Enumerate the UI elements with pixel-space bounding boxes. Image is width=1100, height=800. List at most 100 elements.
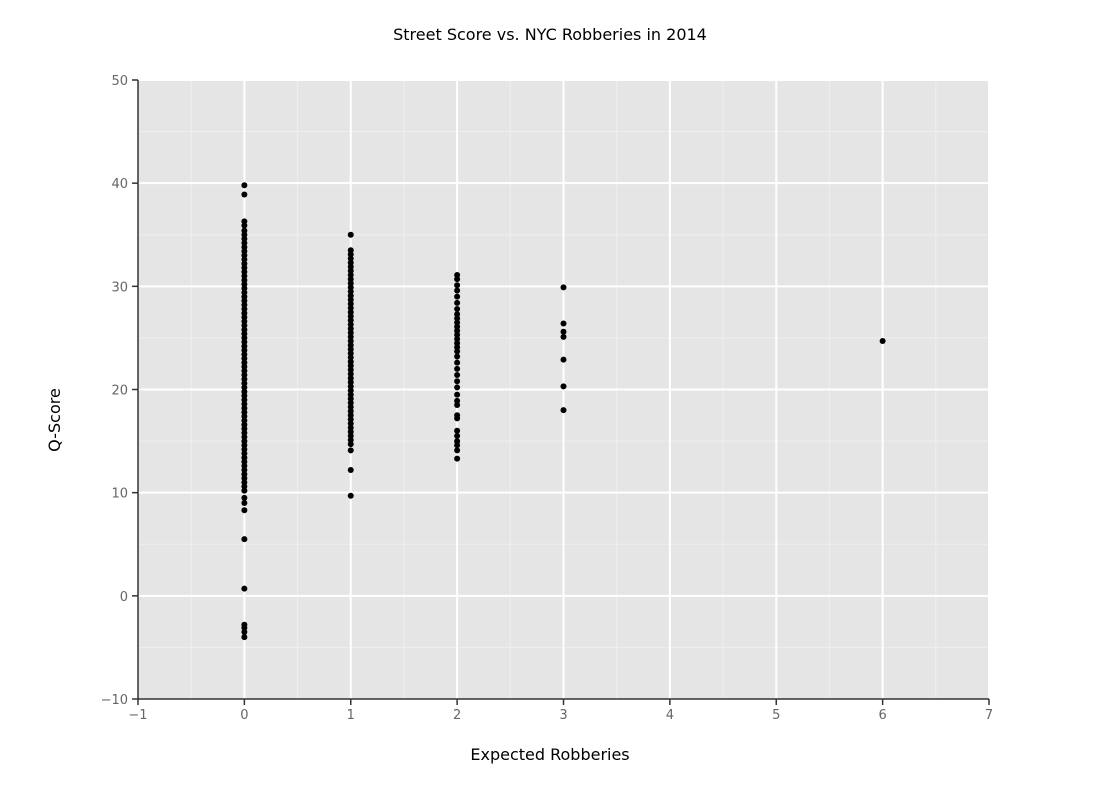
data-point xyxy=(454,442,461,449)
data-point xyxy=(347,362,354,369)
data-point xyxy=(347,492,354,499)
data-point xyxy=(241,355,248,362)
data-point xyxy=(454,306,461,313)
data-point xyxy=(241,380,248,387)
x-tick-label: 2 xyxy=(453,708,461,723)
data-point xyxy=(241,306,248,313)
data-point xyxy=(454,401,461,408)
data-point xyxy=(241,339,248,346)
data-point xyxy=(241,268,248,275)
data-point xyxy=(241,285,248,292)
data-point xyxy=(241,446,248,453)
data-point xyxy=(241,634,248,641)
data-point xyxy=(241,293,248,300)
data-point xyxy=(347,259,354,266)
x-tick-label: 7 xyxy=(985,708,993,723)
data-point xyxy=(560,284,567,291)
data-point xyxy=(454,378,461,385)
data-point xyxy=(347,424,354,431)
data-point xyxy=(241,334,248,341)
data-point xyxy=(347,395,354,402)
data-point xyxy=(347,437,354,444)
data-point xyxy=(241,454,248,461)
data-point xyxy=(241,425,248,432)
data-point xyxy=(347,255,354,262)
data-point xyxy=(241,624,248,631)
data-point xyxy=(347,267,354,274)
data-point xyxy=(241,318,248,325)
data-point xyxy=(347,263,354,270)
data-point xyxy=(241,494,248,501)
y-axis-ticks: −10 0 10 20 30 40 50 xyxy=(101,74,138,708)
data-point xyxy=(241,487,248,494)
data-point xyxy=(347,304,354,311)
y-tick-label: −10 xyxy=(101,693,128,708)
data-point xyxy=(454,397,461,404)
y-tick-label: 0 xyxy=(120,590,128,605)
y-tick-label: 30 xyxy=(111,280,128,295)
data-point xyxy=(241,499,248,506)
data-point xyxy=(241,388,248,395)
data-point xyxy=(347,420,354,427)
data-point xyxy=(347,309,354,316)
data-point xyxy=(241,409,248,416)
data-point xyxy=(241,314,248,321)
data-point xyxy=(454,447,461,454)
y-axis-title: Q-Score xyxy=(45,388,64,452)
data-point xyxy=(241,471,248,478)
data-point xyxy=(241,347,248,354)
data-point xyxy=(454,331,461,338)
data-point xyxy=(454,311,461,318)
data-point xyxy=(454,335,461,342)
data-point xyxy=(347,350,354,357)
data-point xyxy=(347,412,354,419)
data-point xyxy=(241,235,248,242)
data-point xyxy=(347,346,354,353)
data-point xyxy=(560,328,567,335)
data-point xyxy=(454,348,461,355)
data-point xyxy=(454,365,461,372)
data-point xyxy=(347,313,354,320)
data-point xyxy=(347,404,354,411)
data-point xyxy=(241,462,248,469)
data-point xyxy=(347,447,354,454)
data-point xyxy=(347,325,354,332)
data-point xyxy=(241,248,248,255)
data-point xyxy=(241,479,248,486)
data-point xyxy=(347,466,354,473)
data-point xyxy=(241,475,248,482)
data-point xyxy=(347,317,354,324)
data-point xyxy=(241,227,248,234)
chart-title: Street Score vs. NYC Robberies in 2014 xyxy=(393,25,707,44)
data-point xyxy=(347,280,354,287)
data-point xyxy=(241,450,248,457)
data-point xyxy=(347,399,354,406)
data-point xyxy=(347,292,354,299)
data-point xyxy=(241,322,248,329)
data-point xyxy=(454,455,461,462)
data-point xyxy=(454,276,461,283)
data-point xyxy=(347,296,354,303)
data-point xyxy=(347,441,354,448)
data-point xyxy=(241,628,248,635)
data-point xyxy=(347,329,354,336)
data-point xyxy=(560,383,567,390)
data-point xyxy=(454,282,461,289)
data-point xyxy=(454,327,461,334)
data-point xyxy=(347,391,354,398)
x-tick-label: 1 xyxy=(347,708,355,723)
data-point xyxy=(454,319,461,326)
data-point xyxy=(241,429,248,436)
data-point xyxy=(241,363,248,370)
data-point xyxy=(241,392,248,399)
data-point xyxy=(347,276,354,283)
data-point xyxy=(241,351,248,358)
data-point xyxy=(879,338,886,345)
data-point xyxy=(454,438,461,445)
x-tick-label: 5 xyxy=(772,708,780,723)
data-point xyxy=(241,536,248,543)
data-point xyxy=(347,375,354,382)
data-point xyxy=(347,371,354,378)
data-point xyxy=(241,438,248,445)
